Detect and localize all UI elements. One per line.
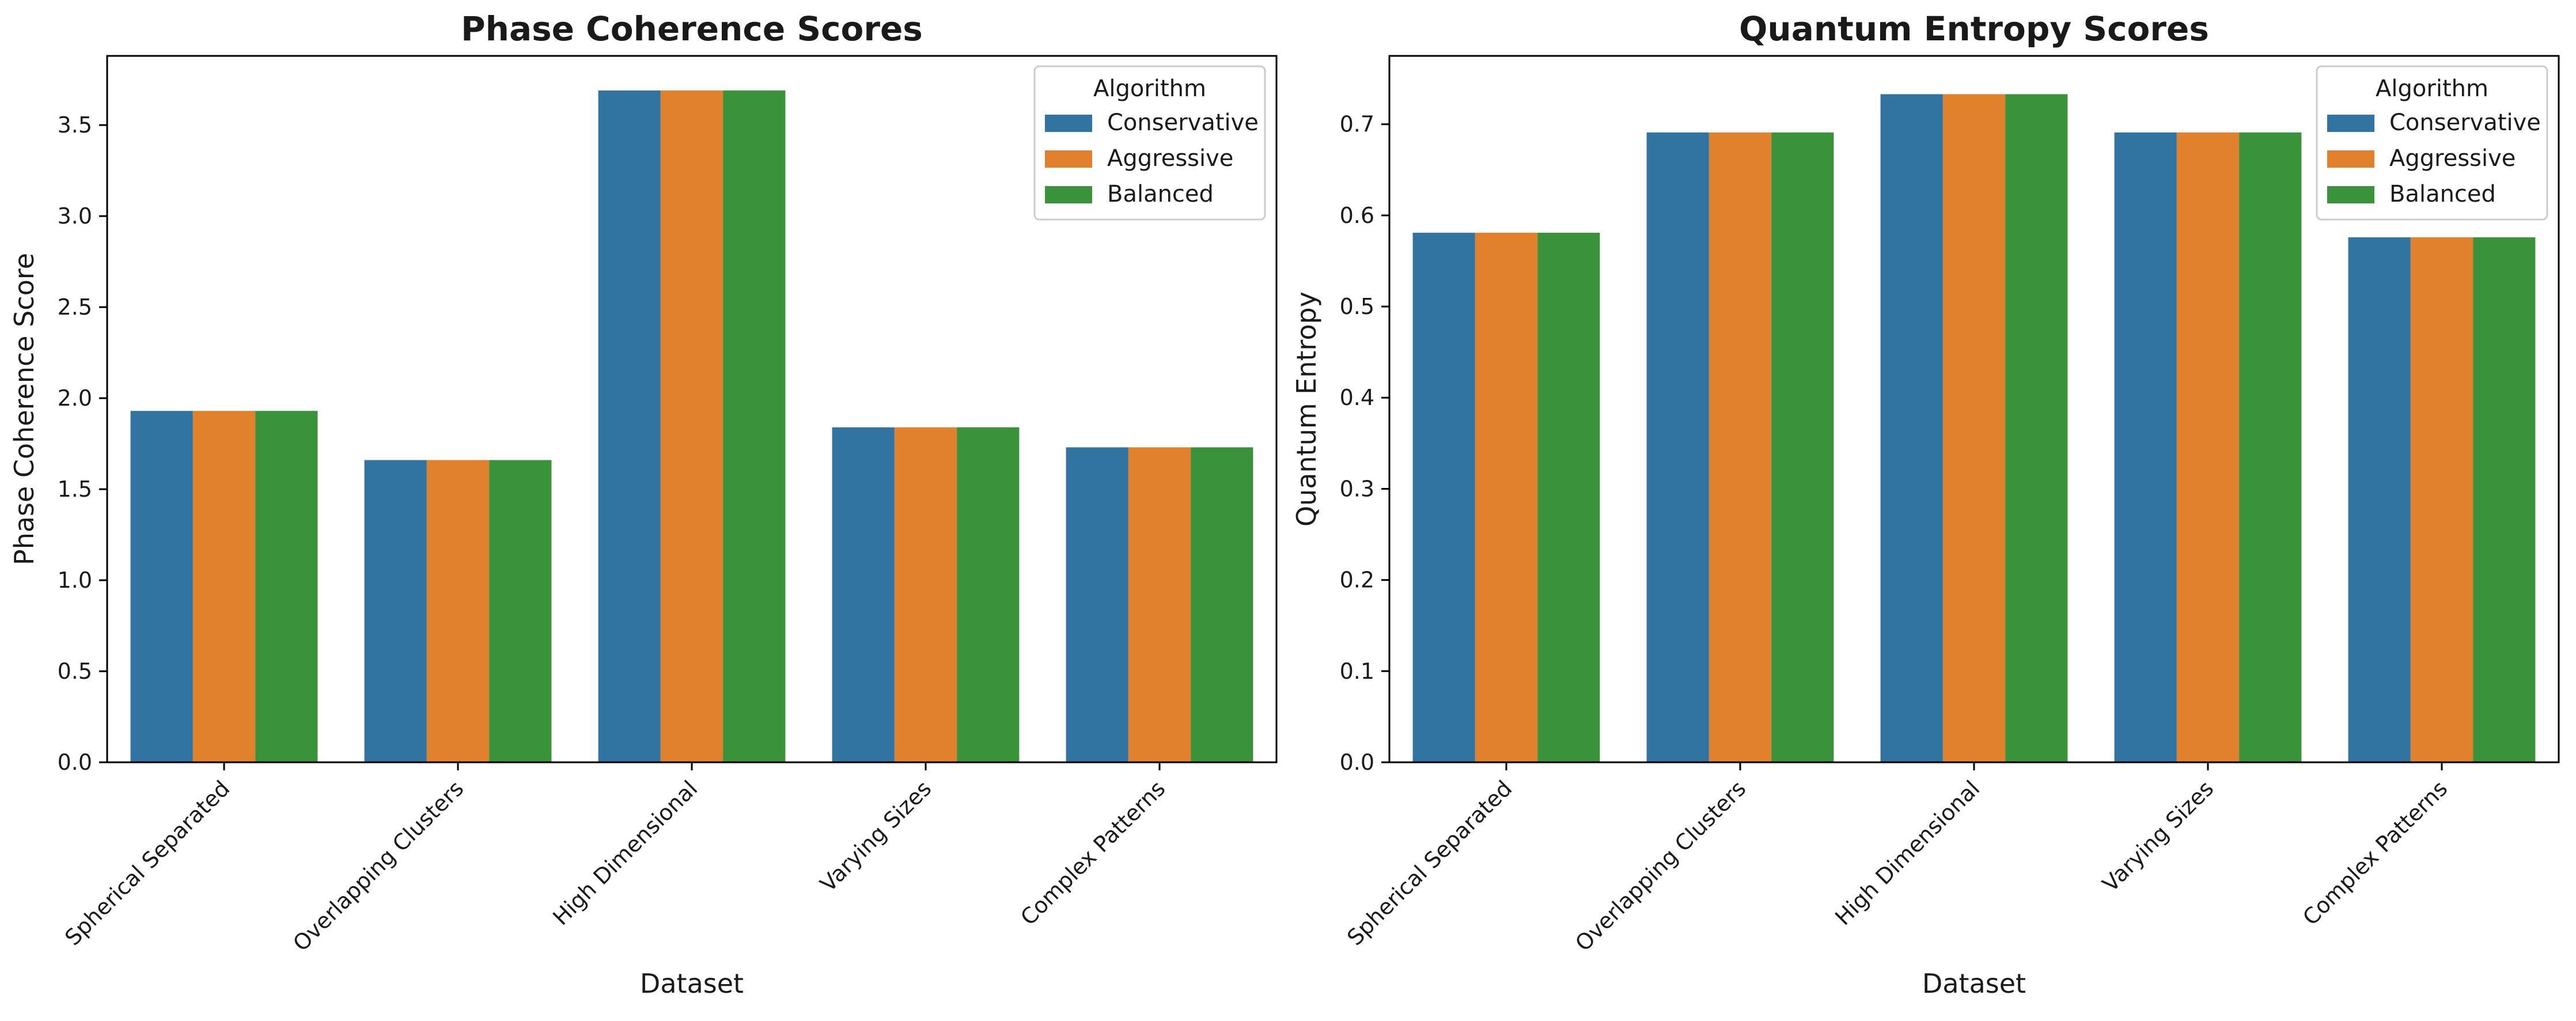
legend-swatch-conservative [2327, 115, 2374, 132]
bar-aggressive-2 [1942, 94, 2006, 763]
legend-entry-balanced: Balanced [1107, 181, 1214, 207]
y-tick-label: 1.5 [58, 477, 92, 502]
y-tick-label: 3.0 [58, 203, 92, 229]
y-tick-label: 0.5 [58, 659, 92, 684]
bar-aggressive-1 [1709, 132, 1772, 762]
chart-title: Phase Coherence Scores [461, 9, 923, 48]
y-tick-label: 0.6 [1340, 203, 1374, 228]
bar-aggressive-0 [1475, 232, 1538, 762]
legend-swatch-aggressive [1045, 150, 1092, 168]
y-tick-label: 0.5 [1340, 294, 1374, 319]
legend-swatch-balanced [1045, 186, 1092, 203]
y-tick-label: 0.0 [58, 750, 92, 775]
legend-entry-aggressive: Aggressive [2389, 145, 2516, 172]
legend-title: Algorithm [2376, 75, 2488, 102]
x-tick-label: Complex Patterns [2298, 776, 2452, 930]
bar-conservative-1 [1646, 132, 1709, 762]
legend-title: Algorithm [1093, 75, 1206, 102]
bar-balanced-4 [2473, 237, 2536, 762]
y-axis-label: Quantum Entropy [1291, 292, 1322, 527]
x-tick-label: Overlapping Clusters [1570, 776, 1751, 956]
chart-title: Quantum Entropy Scores [1739, 9, 2209, 48]
y-tick-label: 0.3 [1340, 476, 1374, 501]
y-tick-label: 0.4 [1340, 385, 1374, 410]
x-axis-label: Dataset [640, 968, 744, 999]
x-tick-label: High Dimensional [1830, 776, 1984, 930]
y-tick-label: 0.0 [1340, 750, 1374, 775]
legend-entry-balanced: Balanced [2389, 181, 2496, 207]
bar-aggressive-1 [426, 460, 490, 762]
y-axis-label: Phase Coherence Score [9, 253, 40, 565]
bar-balanced-3 [957, 427, 1020, 762]
bar-balanced-0 [255, 411, 318, 762]
legend-entry-conservative: Conservative [2389, 109, 2541, 136]
bar-aggressive-0 [192, 411, 256, 762]
x-tick-label: High Dimensional [548, 776, 702, 930]
bar-conservative-1 [364, 460, 427, 762]
x-tick-label: Spherical Separated [1342, 776, 1517, 950]
bar-aggressive-4 [2410, 237, 2473, 762]
legend-box [2316, 65, 2548, 221]
bar-aggressive-4 [1128, 447, 1191, 762]
legend-entry-conservative: Conservative [1107, 109, 1259, 136]
bar-balanced-0 [1537, 232, 1600, 762]
x-tick-label: Overlapping Clusters [288, 776, 468, 956]
bar-balanced-1 [1771, 132, 1834, 762]
y-tick-label: 2.0 [58, 385, 92, 411]
y-tick-label: 0.2 [1340, 568, 1374, 593]
legend-swatch-aggressive [2327, 150, 2374, 168]
bar-balanced-3 [2239, 132, 2302, 762]
bar-balanced-2 [2005, 94, 2068, 763]
bar-balanced-1 [489, 460, 552, 762]
legend-swatch-balanced [2327, 186, 2374, 203]
x-tick-label: Complex Patterns [1016, 776, 1170, 930]
bar-conservative-0 [1412, 232, 1475, 762]
y-tick-label: 3.5 [58, 112, 92, 138]
y-tick-label: 2.5 [58, 294, 92, 320]
bar-aggressive-2 [660, 90, 723, 762]
bar-balanced-2 [723, 90, 786, 762]
bar-conservative-2 [598, 90, 661, 762]
legend-box [1033, 65, 1266, 221]
x-tick-label: Spherical Separated [60, 776, 234, 950]
bar-conservative-3 [2114, 132, 2177, 762]
x-axis-label: Dataset [1922, 968, 2026, 999]
legend-entry-aggressive: Aggressive [1107, 145, 1233, 172]
y-tick-label: 0.1 [1340, 659, 1374, 684]
y-tick-label: 0.7 [1340, 112, 1374, 137]
x-tick-label: Varying Sizes [815, 776, 936, 897]
bar-conservative-2 [1880, 94, 1943, 763]
bar-conservative-0 [130, 411, 193, 762]
bar-conservative-4 [1066, 447, 1128, 762]
x-tick-label: Varying Sizes [2097, 776, 2218, 897]
bar-aggressive-3 [894, 427, 957, 762]
bar-balanced-4 [1191, 447, 1253, 762]
bar-aggressive-3 [2176, 132, 2240, 762]
legend-swatch-conservative [1045, 115, 1092, 132]
bar-conservative-4 [2348, 237, 2411, 762]
bar-conservative-3 [832, 427, 895, 762]
y-tick-label: 1.0 [58, 568, 92, 593]
